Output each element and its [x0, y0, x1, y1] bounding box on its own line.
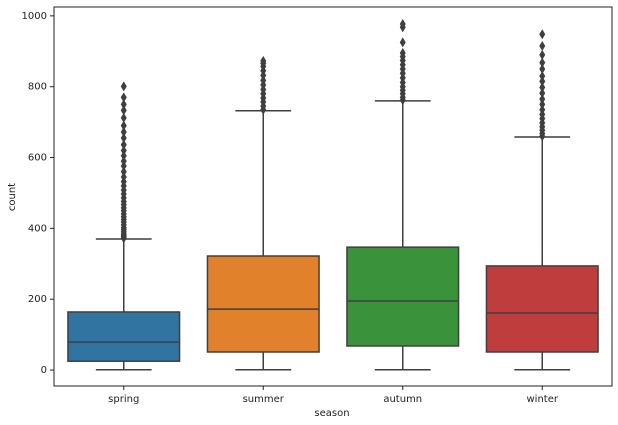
x-tick-label: summer	[243, 394, 285, 405]
outlier	[539, 88, 546, 99]
outlier	[539, 57, 546, 68]
x-tick-label: spring	[108, 394, 139, 405]
x-axis-label: season	[314, 408, 349, 419]
outlier	[399, 37, 406, 48]
outlier	[120, 166, 127, 177]
x-tick-label: autumn	[383, 394, 422, 405]
outlier	[120, 127, 127, 138]
outlier	[120, 99, 127, 110]
y-tick-label: 400	[28, 223, 47, 234]
y-tick-label: 1000	[22, 11, 47, 22]
y-axis-label: count	[7, 183, 18, 211]
outlier	[120, 139, 127, 150]
outlier	[120, 150, 127, 161]
outlier	[120, 156, 127, 167]
y-tick-label: 800	[28, 82, 47, 93]
outlier	[539, 99, 546, 110]
y-tick-label: 0	[41, 365, 47, 376]
outlier	[539, 40, 546, 51]
box	[67, 311, 181, 362]
y-tick-label: 200	[28, 294, 47, 305]
box	[346, 246, 460, 347]
outlier	[120, 92, 127, 103]
outlier	[539, 63, 546, 74]
outlier	[260, 55, 267, 66]
outlier	[539, 94, 546, 105]
box	[485, 265, 599, 353]
outlier	[120, 105, 127, 116]
outlier	[120, 112, 127, 123]
outlier	[539, 29, 546, 40]
outlier	[539, 76, 546, 87]
outlier	[120, 81, 127, 92]
box	[206, 255, 320, 353]
outlier	[120, 172, 127, 183]
outlier	[120, 145, 127, 156]
outlier	[539, 49, 546, 60]
outlier	[399, 48, 406, 59]
outlier	[120, 120, 127, 131]
x-tick-label: winter	[527, 394, 559, 405]
outlier	[539, 71, 546, 82]
outlier	[399, 19, 406, 30]
outlier	[539, 104, 546, 115]
outlier	[539, 82, 546, 93]
outlier	[120, 133, 127, 144]
plot-frame	[53, 6, 613, 387]
y-tick-label: 600	[28, 153, 47, 164]
